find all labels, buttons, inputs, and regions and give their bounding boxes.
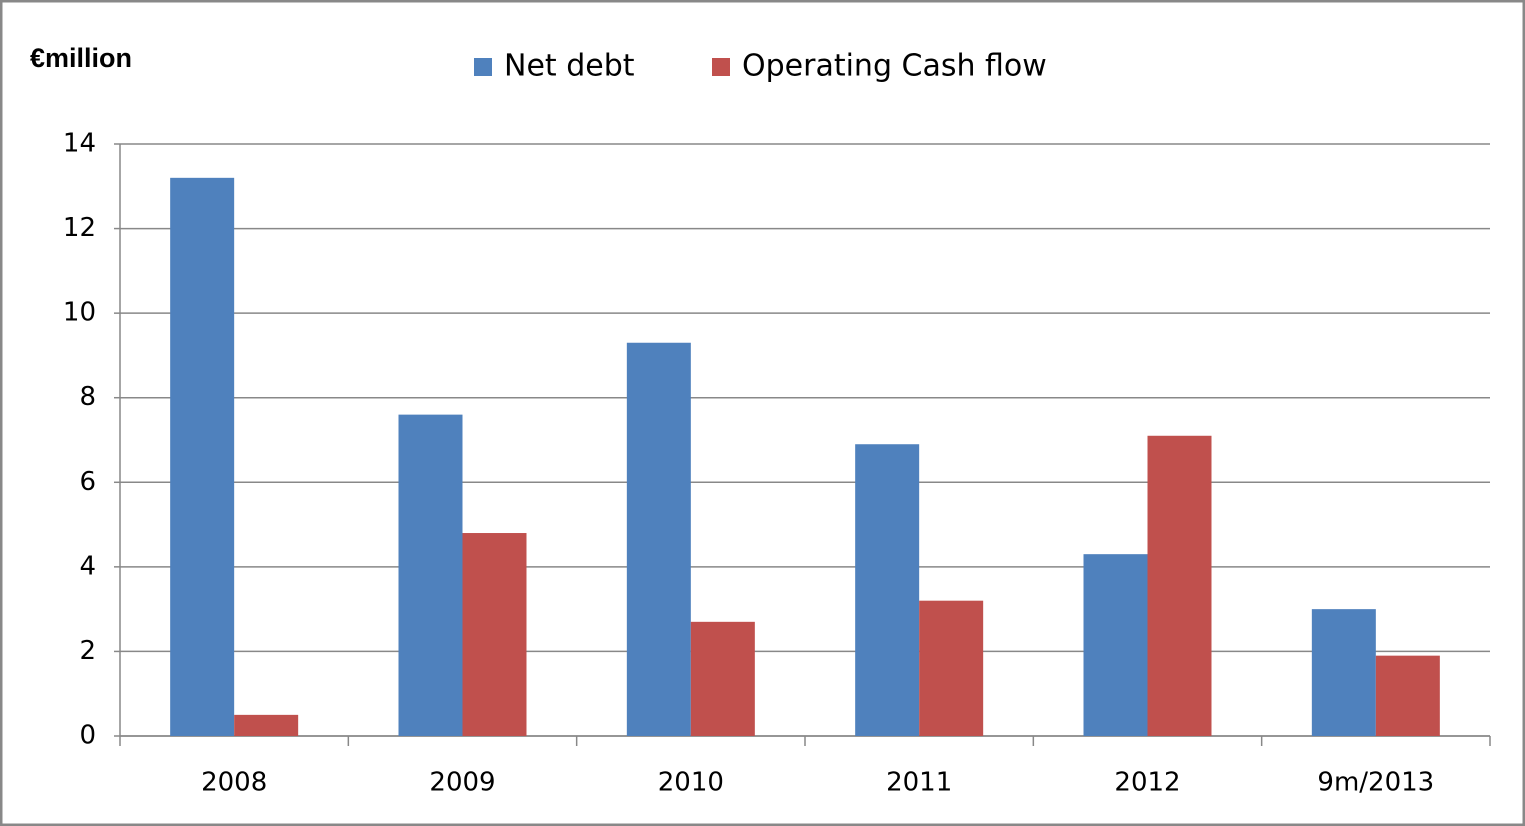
- bar: [1147, 435, 1212, 736]
- bar: [1083, 554, 1148, 736]
- y-tick-label: 6: [79, 467, 96, 497]
- bar: [170, 177, 235, 737]
- bar: [1311, 609, 1376, 736]
- x-tick-label: 2008: [201, 768, 267, 798]
- y-tick-label: 4: [79, 551, 96, 581]
- y-tick-label: 12: [63, 213, 96, 243]
- legend-swatch: [474, 58, 492, 76]
- bar: [919, 600, 984, 736]
- y-tick-label: 10: [63, 298, 96, 328]
- bar: [234, 714, 299, 736]
- y-tick-label: 0: [79, 721, 96, 751]
- x-tick-label: 2010: [658, 768, 724, 798]
- legend-swatch: [712, 58, 730, 76]
- x-tick-label: 2011: [886, 768, 952, 798]
- legend-label: Net debt: [504, 49, 635, 84]
- y-tick-label: 14: [63, 129, 96, 159]
- legend-label: Operating Cash flow: [742, 49, 1047, 84]
- x-tick-label: 2009: [429, 768, 495, 798]
- bar: [855, 444, 920, 736]
- y-tick-label: 2: [79, 636, 96, 666]
- bar: [462, 533, 527, 736]
- x-tick-label: 2012: [1114, 768, 1180, 798]
- bar: [398, 414, 463, 736]
- bar: [626, 342, 691, 736]
- bar: [1375, 655, 1440, 736]
- chart-title: €million: [30, 43, 132, 73]
- y-tick-label: 8: [79, 382, 96, 412]
- x-tick-label: 9m/2013: [1317, 768, 1434, 798]
- bar: [690, 621, 755, 736]
